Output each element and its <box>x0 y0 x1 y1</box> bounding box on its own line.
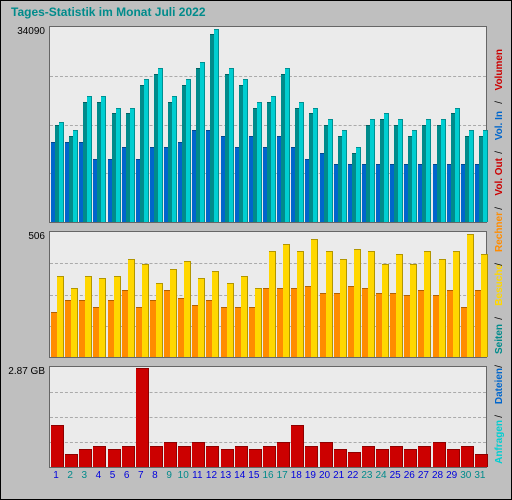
legend: Anfragen/Dateien/Seiten/Besuche/Rechner/… <box>489 26 509 464</box>
x-label: 14 <box>233 470 247 481</box>
bars-bot <box>50 367 486 467</box>
x-label: 7 <box>134 470 148 481</box>
x-label: 19 <box>303 470 317 481</box>
x-axis-labels: 1234567891011121314151617181920212223242… <box>49 467 487 495</box>
legend-item: Dateien <box>494 368 505 404</box>
x-label: 24 <box>374 470 388 481</box>
x-label: 31 <box>473 470 487 481</box>
legend-item: Vol. In <box>494 111 505 140</box>
x-label: 22 <box>346 470 360 481</box>
x-label: 13 <box>219 470 233 481</box>
x-label: 20 <box>318 470 332 481</box>
x-label: 8 <box>148 470 162 481</box>
x-label: 25 <box>388 470 402 481</box>
x-label: 18 <box>289 470 303 481</box>
x-label: 6 <box>120 470 134 481</box>
x-label: 4 <box>91 470 105 481</box>
x-label: 9 <box>162 470 176 481</box>
x-label: 5 <box>106 470 120 481</box>
panel-visits <box>49 231 487 358</box>
x-label: 15 <box>247 470 261 481</box>
y-label-bot: 2.87 GB <box>1 366 45 377</box>
legend-item: Seiten <box>494 324 505 354</box>
chart-title: Tages-Statistik im Monat Juli 2022 <box>11 5 206 19</box>
legend-item: Rechner <box>494 212 505 252</box>
legend-item: Volumen <box>494 49 505 90</box>
panel-requests <box>49 26 487 223</box>
panel-volume <box>49 366 487 468</box>
legend-item: Anfragen <box>494 420 505 464</box>
y-label-top: 34090 <box>1 26 45 37</box>
legend-item: Besuche <box>494 264 505 306</box>
x-label: 30 <box>459 470 473 481</box>
bars-top <box>50 27 486 222</box>
x-label: 26 <box>402 470 416 481</box>
x-label: 27 <box>416 470 430 481</box>
bars-mid <box>50 232 486 357</box>
x-label: 21 <box>332 470 346 481</box>
x-label: 17 <box>275 470 289 481</box>
x-label: 28 <box>431 470 445 481</box>
x-label: 29 <box>445 470 459 481</box>
y-label-mid: 506 <box>1 231 45 242</box>
x-label: 1 <box>49 470 63 481</box>
x-label: 3 <box>77 470 91 481</box>
chart-container: Tages-Statistik im Monat Juli 2022 34090… <box>0 0 512 500</box>
x-label: 2 <box>63 470 77 481</box>
x-label: 12 <box>204 470 218 481</box>
x-label: 10 <box>176 470 190 481</box>
x-label: 11 <box>190 470 204 481</box>
legend-item: Vol. Out <box>494 158 505 196</box>
x-label: 16 <box>261 470 275 481</box>
x-label: 23 <box>360 470 374 481</box>
